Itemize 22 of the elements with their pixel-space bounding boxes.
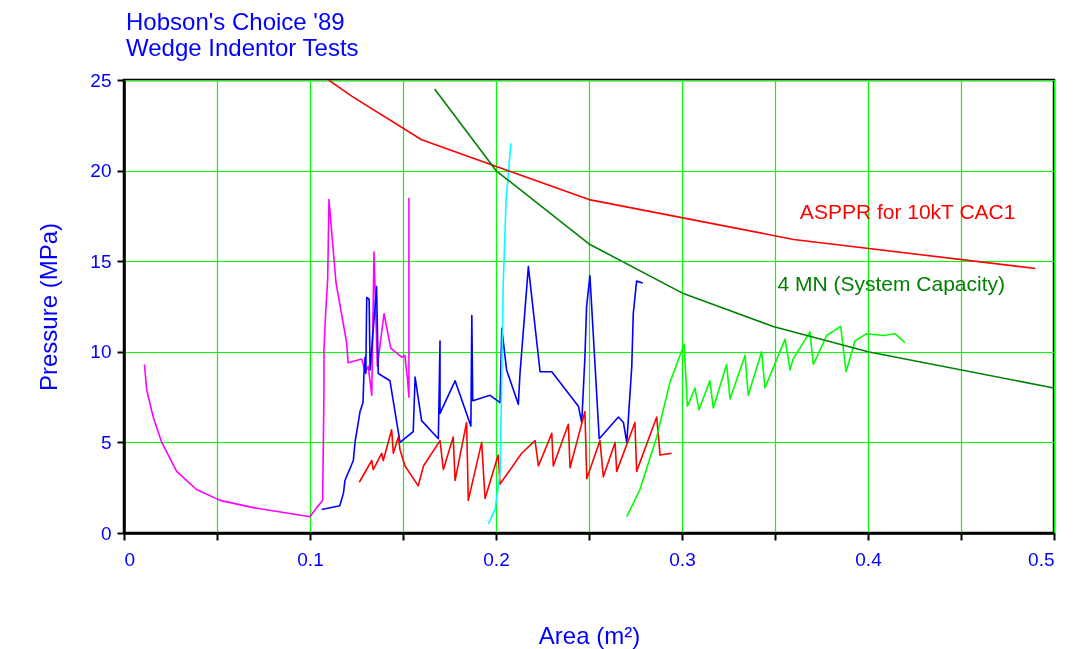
line-series	[358, 410, 673, 502]
x-tick-label: 0.3	[669, 548, 696, 570]
line-series	[327, 80, 1037, 270]
y-tick-label: 15	[90, 250, 112, 272]
y-tick-label: 10	[90, 341, 112, 363]
line-series	[320, 265, 644, 511]
x-tick-label: 0.2	[483, 548, 510, 570]
line-series	[487, 142, 512, 525]
y-tick-label: 25	[90, 69, 112, 91]
x-tick-label: 0.4	[855, 548, 883, 570]
line-series	[143, 196, 410, 518]
x-axis-title: Area (m²)	[538, 621, 641, 649]
y-tick-label: 5	[100, 431, 112, 453]
x-tick-label: 0.5	[1028, 548, 1055, 570]
line-series	[433, 88, 1054, 389]
y-axis-title: Pressure (MPa)	[35, 222, 63, 392]
x-tick-label: 0.1	[297, 548, 324, 570]
y-tick-label: 0	[100, 522, 112, 544]
chart-subtitle: Wedge Indentor Tests	[126, 34, 359, 61]
chart-title: Hobson's Choice '89	[126, 8, 345, 35]
x-tick-label: 0	[124, 548, 136, 570]
y-tick-label: 20	[90, 160, 112, 182]
